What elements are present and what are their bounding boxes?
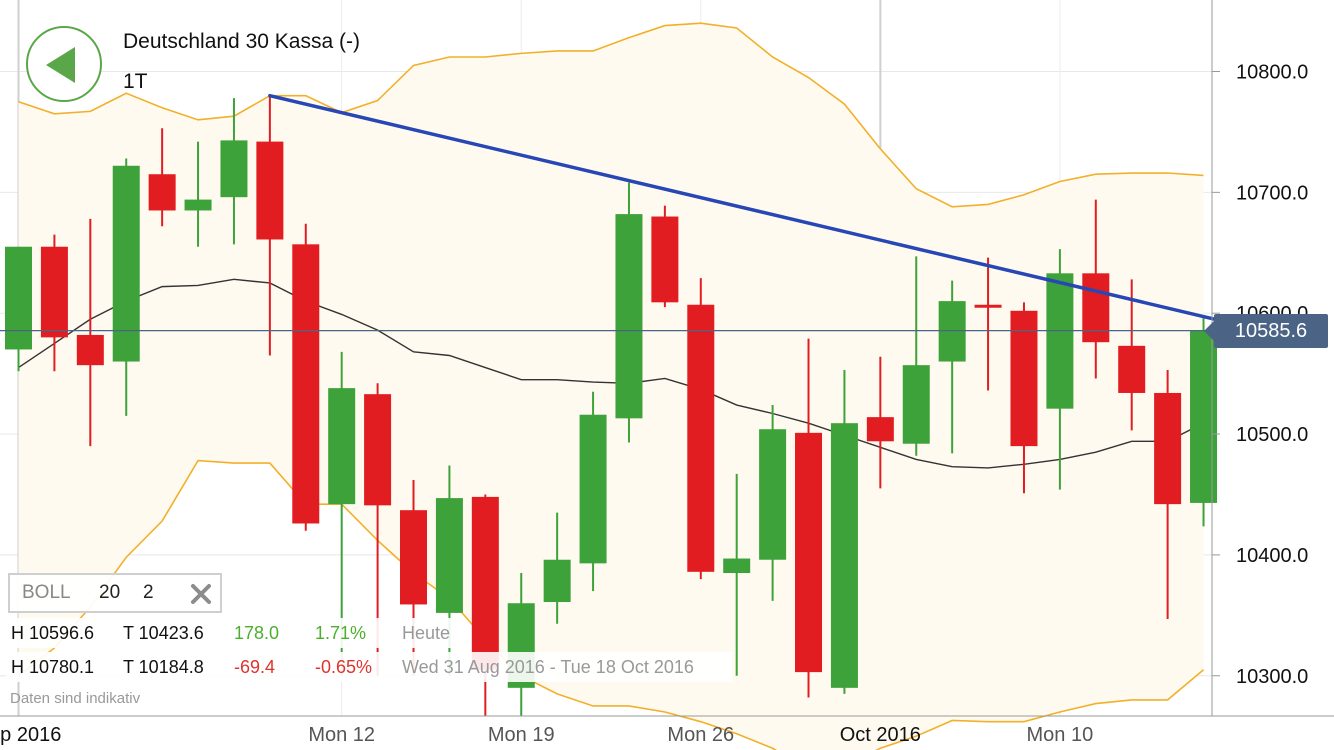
stat-change-pct: 1.71% <box>315 623 367 643</box>
candle-body-up <box>435 498 463 613</box>
candle-body-down <box>76 334 104 366</box>
candle-body-down <box>471 496 499 670</box>
candle-body-up <box>112 165 140 362</box>
candle-body-down <box>364 394 392 506</box>
candle-body-up <box>723 558 751 574</box>
y-tick-label: 10700.0 <box>1236 182 1308 204</box>
bollinger-upper-line <box>18 22 1204 208</box>
stat-high: H 10780.1 <box>11 657 95 677</box>
x-tick-label: Mon 12 <box>308 724 375 746</box>
timeframe-label[interactable]: 1T <box>123 70 148 93</box>
trendline <box>268 93 1227 324</box>
candle-body-up <box>830 423 858 688</box>
indicator-name: BOLL <box>22 582 71 603</box>
candle-body-up <box>1190 330 1218 503</box>
x-tick-label: Mon 26 <box>667 724 734 746</box>
candle-body-down <box>400 510 428 605</box>
candle-body-up <box>1046 273 1074 409</box>
x-tick-label: Mon 19 <box>488 724 555 746</box>
candle-body-down <box>795 432 823 673</box>
y-tick-label: 10800.0 <box>1236 62 1308 84</box>
x-tick-label: Mon 10 <box>1027 724 1094 746</box>
candle-body-down <box>40 246 68 338</box>
y-tick-label: 10400.0 <box>1236 545 1308 567</box>
stat-change-pct: -0.65% <box>315 657 373 677</box>
x-axis: Sep 2016 Mon 12 Mon 19 Mon 26 Oct 2016 Mon 10 <box>0 715 1334 746</box>
candle-body-up <box>220 140 248 198</box>
candle-body-down <box>687 304 715 572</box>
candle-body-down <box>974 304 1002 308</box>
candle-body-down <box>651 216 679 303</box>
indicator-deviation: 2 <box>143 582 154 603</box>
candle-body-up <box>902 365 930 444</box>
current-price-badge: 10585.6 <box>1204 314 1328 348</box>
stat-range: Wed 31 Aug 2016 - Tue 18 Oct 2016 <box>402 657 694 677</box>
indicator-period: 20 <box>99 582 121 603</box>
stat-change: 178.0 <box>234 623 280 643</box>
back-arrow-icon <box>46 47 75 83</box>
candle-body-up <box>184 199 212 211</box>
indicator-chip[interactable]: BOLL 20 2 <box>8 573 222 613</box>
candle-body-down <box>1118 345 1146 393</box>
candle-body-up <box>543 559 571 603</box>
candle-body-up <box>615 214 643 419</box>
stats-row-visible: H 10596.6 T 10423.6 178.0 1.71% Heute <box>6 618 462 648</box>
candle-body-up <box>328 388 356 505</box>
instrument-name: Deutschland 30 Kassa (-) <box>123 30 360 53</box>
stat-low: T 10423.6 <box>123 623 204 643</box>
candle-body-up <box>579 414 607 564</box>
candle-body-down <box>256 141 284 240</box>
trendline-layer <box>268 93 1227 324</box>
close-icon[interactable] <box>190 583 212 605</box>
bollinger-middle-line <box>18 278 1204 469</box>
x-tick-label: Sep 2016 <box>0 724 61 746</box>
stat-range: Heute <box>402 623 451 643</box>
bollinger-lower-line <box>18 459 1205 750</box>
y-axis: 10800.010700.010600.010500.010400.010300… <box>1211 0 1308 716</box>
y-tick-label: 10500.0 <box>1236 424 1308 446</box>
bollinger-bands <box>18 22 1205 750</box>
stat-change: -69.4 <box>234 657 276 677</box>
candle-body-down <box>292 244 320 524</box>
candle-body-down <box>1010 310 1038 447</box>
candle-body-down <box>866 417 894 442</box>
candle-body-down <box>148 174 176 211</box>
bollinger-band-fill <box>18 23 1204 750</box>
candle-body-up <box>938 301 966 362</box>
candle-body-up <box>5 246 32 350</box>
candle-body-down <box>1154 392 1182 505</box>
x-tick-label: Oct 2016 <box>840 724 921 746</box>
stat-high: H 10596.6 <box>11 623 95 643</box>
stat-low: T 10184.8 <box>123 657 204 677</box>
y-tick-label: 10300.0 <box>1236 666 1308 688</box>
candle-body-down <box>1082 273 1110 343</box>
stats-row-period: H 10780.1 T 10184.8 -69.4 -0.65% Wed 31 … <box>6 652 732 682</box>
disclaimer-text: Daten sind indikativ <box>10 690 141 707</box>
candle-body-up <box>759 429 787 560</box>
back-button[interactable] <box>26 26 102 102</box>
